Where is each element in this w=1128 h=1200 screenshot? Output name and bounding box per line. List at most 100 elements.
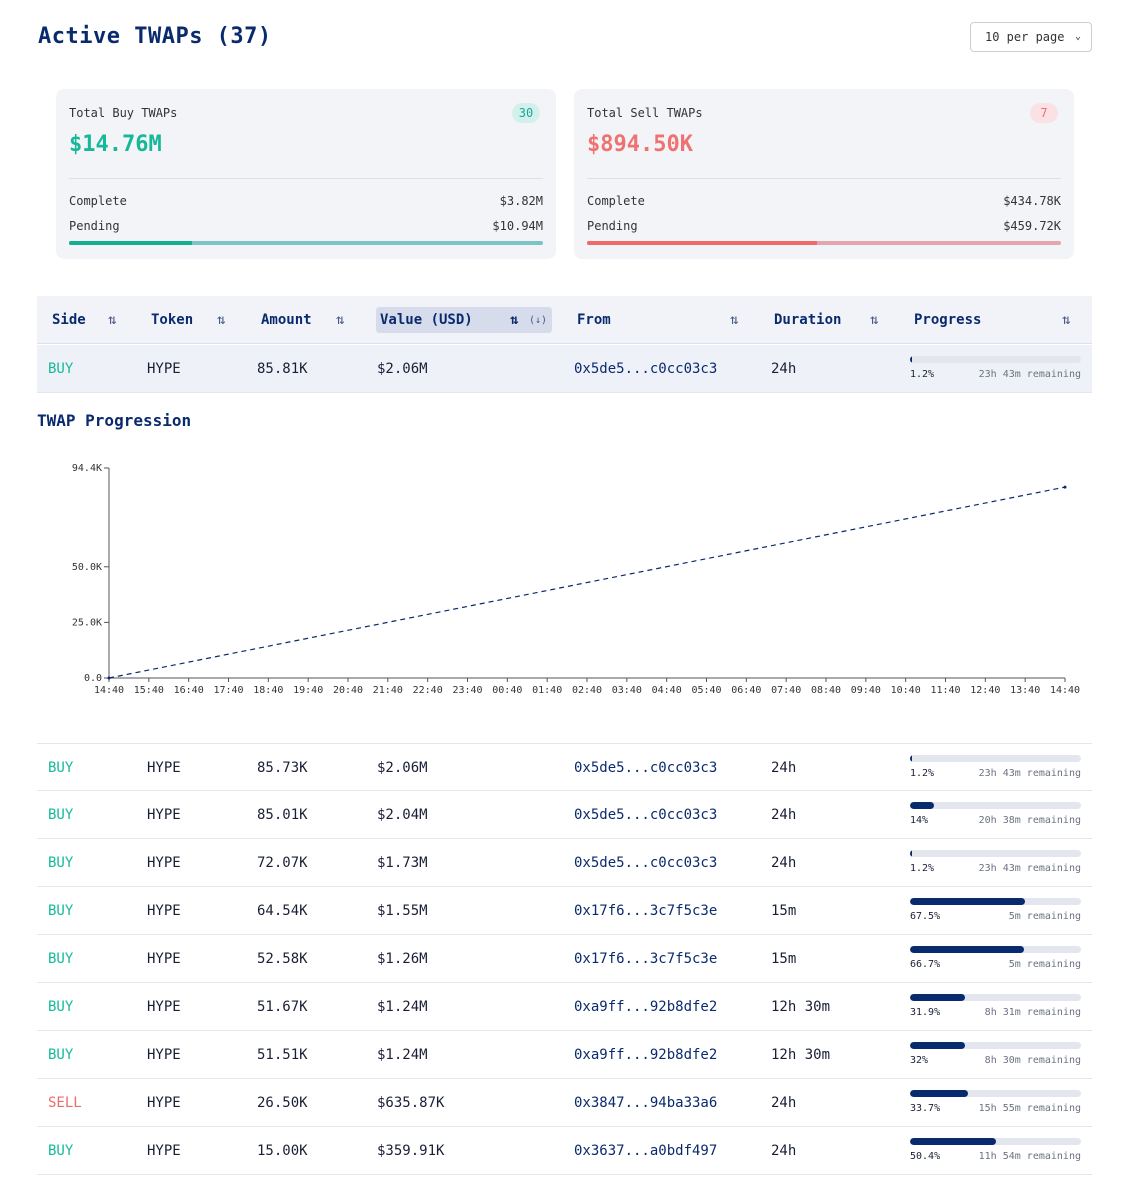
from-address-link[interactable]: 0x17f6...3c7f5c3e — [574, 903, 718, 919]
table-row[interactable]: BUY HYPE 15.00K $359.91K 0x3637...a0bdf497 24… — [37, 1127, 1092, 1175]
y-tick-label: 0.0 — [84, 673, 102, 684]
value-cell: $2.06M — [377, 760, 428, 776]
progress-percent: 1.2% — [910, 768, 935, 779]
progress-remaining: 23h 43m remaining — [978, 863, 1081, 874]
sort-icon[interactable]: ⇅ — [217, 312, 226, 328]
column-duration[interactable]: Duration ⇅ — [774, 296, 878, 344]
token-cell: HYPE — [147, 807, 181, 823]
x-tick-label: 17:40 — [213, 685, 243, 696]
per-page-select[interactable]: 10 per page ⌄ — [970, 22, 1092, 52]
column-progress[interactable]: Progress ⇅ — [914, 296, 1070, 344]
progress-fill — [910, 850, 913, 857]
table-row[interactable]: BUY HYPE 51.67K $1.24M 0xa9ff...92b8dfe2 12h … — [37, 983, 1092, 1031]
token-cell: HYPE — [147, 1095, 181, 1111]
complete-value: $434.78K — [1003, 194, 1061, 208]
table-row[interactable]: SELL HYPE 26.50K $635.87K 0x3847...94ba33a6 2… — [37, 1079, 1092, 1127]
column-amount[interactable]: Amount ⇅ — [261, 296, 344, 344]
from-address-link[interactable]: 0x5de5...c0cc03c3 — [574, 760, 718, 776]
sort-icon[interactable]: ⇅ — [336, 312, 345, 328]
column-token[interactable]: Token ⇅ — [151, 296, 225, 344]
progress-cell: 31.9% 8h 31m remaining — [910, 994, 1081, 1018]
progress-percent: 67.5% — [910, 911, 941, 922]
progress-remaining: 15h 55m remaining — [978, 1103, 1081, 1114]
x-tick-label: 14:40 — [94, 685, 124, 696]
from-address-link[interactable]: 0x3847...94ba33a6 — [574, 1095, 718, 1111]
sort-icon[interactable]: ⇅ — [510, 312, 519, 328]
progress-remaining: 20h 38m remaining — [978, 815, 1081, 826]
progress-cell: 32% 8h 30m remaining — [910, 1042, 1081, 1066]
value-cell: $635.87K — [377, 1095, 445, 1111]
buy-count-badge: 30 — [512, 103, 540, 123]
progress-cell: 33.7% 15h 55m remaining — [910, 1090, 1081, 1114]
y-tick-label: 25.0K — [72, 617, 102, 628]
buy-pending-row: Pending $10.94M — [69, 219, 543, 233]
value-cell: $1.24M — [377, 999, 428, 1015]
sort-icon[interactable]: ⇅ — [870, 312, 879, 328]
column-amount-label: Amount — [261, 312, 312, 328]
side-cell: SELL — [48, 1095, 82, 1111]
progress-cell: 14% 20h 38m remaining — [910, 802, 1081, 826]
progress-fill — [910, 755, 913, 762]
side-cell: BUY — [48, 855, 74, 871]
table-row[interactable]: BUY HYPE 52.58K $1.26M 0x17f6...3c7f5c3e 15m 6… — [37, 935, 1092, 983]
data-point — [107, 676, 111, 680]
from-address-link[interactable]: 0x3637...a0bdf497 — [574, 1143, 718, 1159]
token-cell: HYPE — [147, 1047, 181, 1063]
progress-track — [910, 1042, 1081, 1049]
duration-cell: 24h — [771, 1095, 797, 1111]
table-row[interactable]: BUY HYPE 64.54K $1.55M 0x17f6...3c7f5c3e 15m 6… — [37, 887, 1092, 935]
progress-percent: 50.4% — [910, 1151, 941, 1162]
from-address-link[interactable]: 0x5de5...c0cc03c3 — [574, 361, 718, 377]
complete-value: $3.82M — [499, 194, 543, 208]
duration-cell: 24h — [771, 760, 797, 776]
progress-track — [910, 850, 1081, 857]
from-address-link[interactable]: 0x5de5...c0cc03c3 — [574, 855, 718, 871]
sort-icon[interactable]: ⇅ — [1062, 312, 1071, 328]
sort-icon[interactable]: ⇅ — [108, 312, 117, 328]
x-tick-label: 10:40 — [891, 685, 921, 696]
y-tick-label: 94.4K — [72, 463, 102, 474]
table-row[interactable]: BUY HYPE 85.01K $2.04M 0x5de5...c0cc03c3 24h 1… — [37, 791, 1092, 839]
amount-cell: 15.00K — [257, 1143, 308, 1159]
from-address-link[interactable]: 0xa9ff...92b8dfe2 — [574, 999, 718, 1015]
twap-progression-chart: 0.0 25.0K 50.0K 94.4K 14:40 15:40 16:40 17:40 18… — [72, 463, 1080, 696]
sell-summary-card: Total Sell TWAPs 7 $894.50K Complete $43… — [574, 89, 1074, 259]
from-address-link[interactable]: 0x5de5...c0cc03c3 — [574, 807, 718, 823]
buy-completion-fill — [69, 241, 193, 245]
side-cell: BUY — [48, 903, 74, 919]
table-row[interactable]: BUY HYPE 72.07K $1.73M 0x5de5...c0cc03c3 24h 1… — [37, 839, 1092, 887]
column-side[interactable]: Side ⇅ — [52, 296, 116, 344]
y-tick-label: 50.0K — [72, 562, 102, 573]
table-row-selected[interactable]: BUY HYPE 85.81K $2.06M 0x5de5...c0cc03c3… — [37, 345, 1092, 393]
token-cell: HYPE — [147, 855, 181, 871]
progress-remaining: 8h 31m remaining — [984, 1007, 1081, 1018]
sell-total: $894.50K — [587, 132, 693, 157]
table-row[interactable]: BUY HYPE 51.51K $1.24M 0xa9ff...92b8dfe2 12h … — [37, 1031, 1092, 1079]
duration-cell: 24h — [771, 855, 797, 871]
x-tick-label: 03:40 — [612, 685, 642, 696]
progress-track — [910, 802, 1081, 809]
column-from-label: From — [577, 312, 611, 328]
chevron-down-icon: ⌄ — [1074, 31, 1081, 42]
value-cell: $1.24M — [377, 1047, 428, 1063]
progress-percent: 31.9% — [910, 1007, 941, 1018]
column-side-label: Side — [52, 312, 86, 328]
progress-percent: 1.2% — [910, 369, 935, 380]
per-page-value: 10 per page — [985, 30, 1065, 44]
from-address-link[interactable]: 0xa9ff...92b8dfe2 — [574, 1047, 718, 1063]
progress-fill — [910, 946, 1025, 953]
from-address-link[interactable]: 0x17f6...3c7f5c3e — [574, 951, 718, 967]
duration-cell: 15m — [771, 903, 797, 919]
column-value[interactable]: Value (USD) ⇅ (↓) — [376, 296, 552, 344]
sort-icon[interactable]: ⇅ — [730, 312, 739, 328]
progress-fill — [910, 898, 1026, 905]
x-tick-label: 18:40 — [253, 685, 283, 696]
buy-complete-row: Complete $3.82M — [69, 194, 543, 208]
pending-label: Pending — [587, 219, 638, 233]
x-tick-label: 15:40 — [134, 685, 164, 696]
table-row[interactable]: BUY HYPE 85.73K $2.06M 0x5de5...c0cc03c3 24h 1… — [37, 743, 1092, 791]
side-cell: BUY — [48, 1143, 74, 1159]
column-from[interactable]: From ⇅ — [577, 296, 738, 344]
pending-value: $459.72K — [1003, 219, 1061, 233]
x-tick-label: 00:40 — [492, 685, 522, 696]
